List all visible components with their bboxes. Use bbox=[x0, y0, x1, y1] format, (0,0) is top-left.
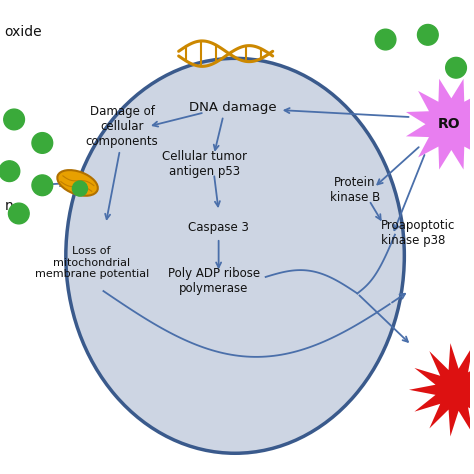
Ellipse shape bbox=[57, 170, 98, 196]
Circle shape bbox=[32, 175, 53, 196]
Text: n: n bbox=[5, 200, 13, 213]
Text: Proapoptotic
kinase p38: Proapoptotic kinase p38 bbox=[381, 219, 455, 247]
Text: Loss of
mitochondrial
membrane potential: Loss of mitochondrial membrane potential bbox=[35, 246, 149, 280]
Circle shape bbox=[4, 109, 25, 130]
Text: RO: RO bbox=[438, 117, 460, 131]
Circle shape bbox=[446, 57, 466, 78]
Polygon shape bbox=[409, 343, 474, 437]
Circle shape bbox=[0, 161, 20, 182]
Circle shape bbox=[32, 133, 53, 153]
Circle shape bbox=[9, 203, 29, 224]
Circle shape bbox=[73, 181, 87, 196]
Ellipse shape bbox=[66, 58, 404, 453]
Polygon shape bbox=[406, 79, 474, 170]
Text: Protein
kinase B: Protein kinase B bbox=[330, 176, 380, 204]
Text: Damage of
cellular
components: Damage of cellular components bbox=[86, 105, 159, 148]
Circle shape bbox=[375, 29, 396, 50]
Text: oxide: oxide bbox=[5, 26, 42, 39]
Text: Caspase 3: Caspase 3 bbox=[188, 221, 249, 234]
Text: Poly ADP ribose
polymerase: Poly ADP ribose polymerase bbox=[168, 267, 260, 295]
Text: DNA damage: DNA damage bbox=[189, 101, 276, 114]
Text: Cellular tumor
antigen p53: Cellular tumor antigen p53 bbox=[162, 150, 247, 178]
Circle shape bbox=[418, 25, 438, 45]
